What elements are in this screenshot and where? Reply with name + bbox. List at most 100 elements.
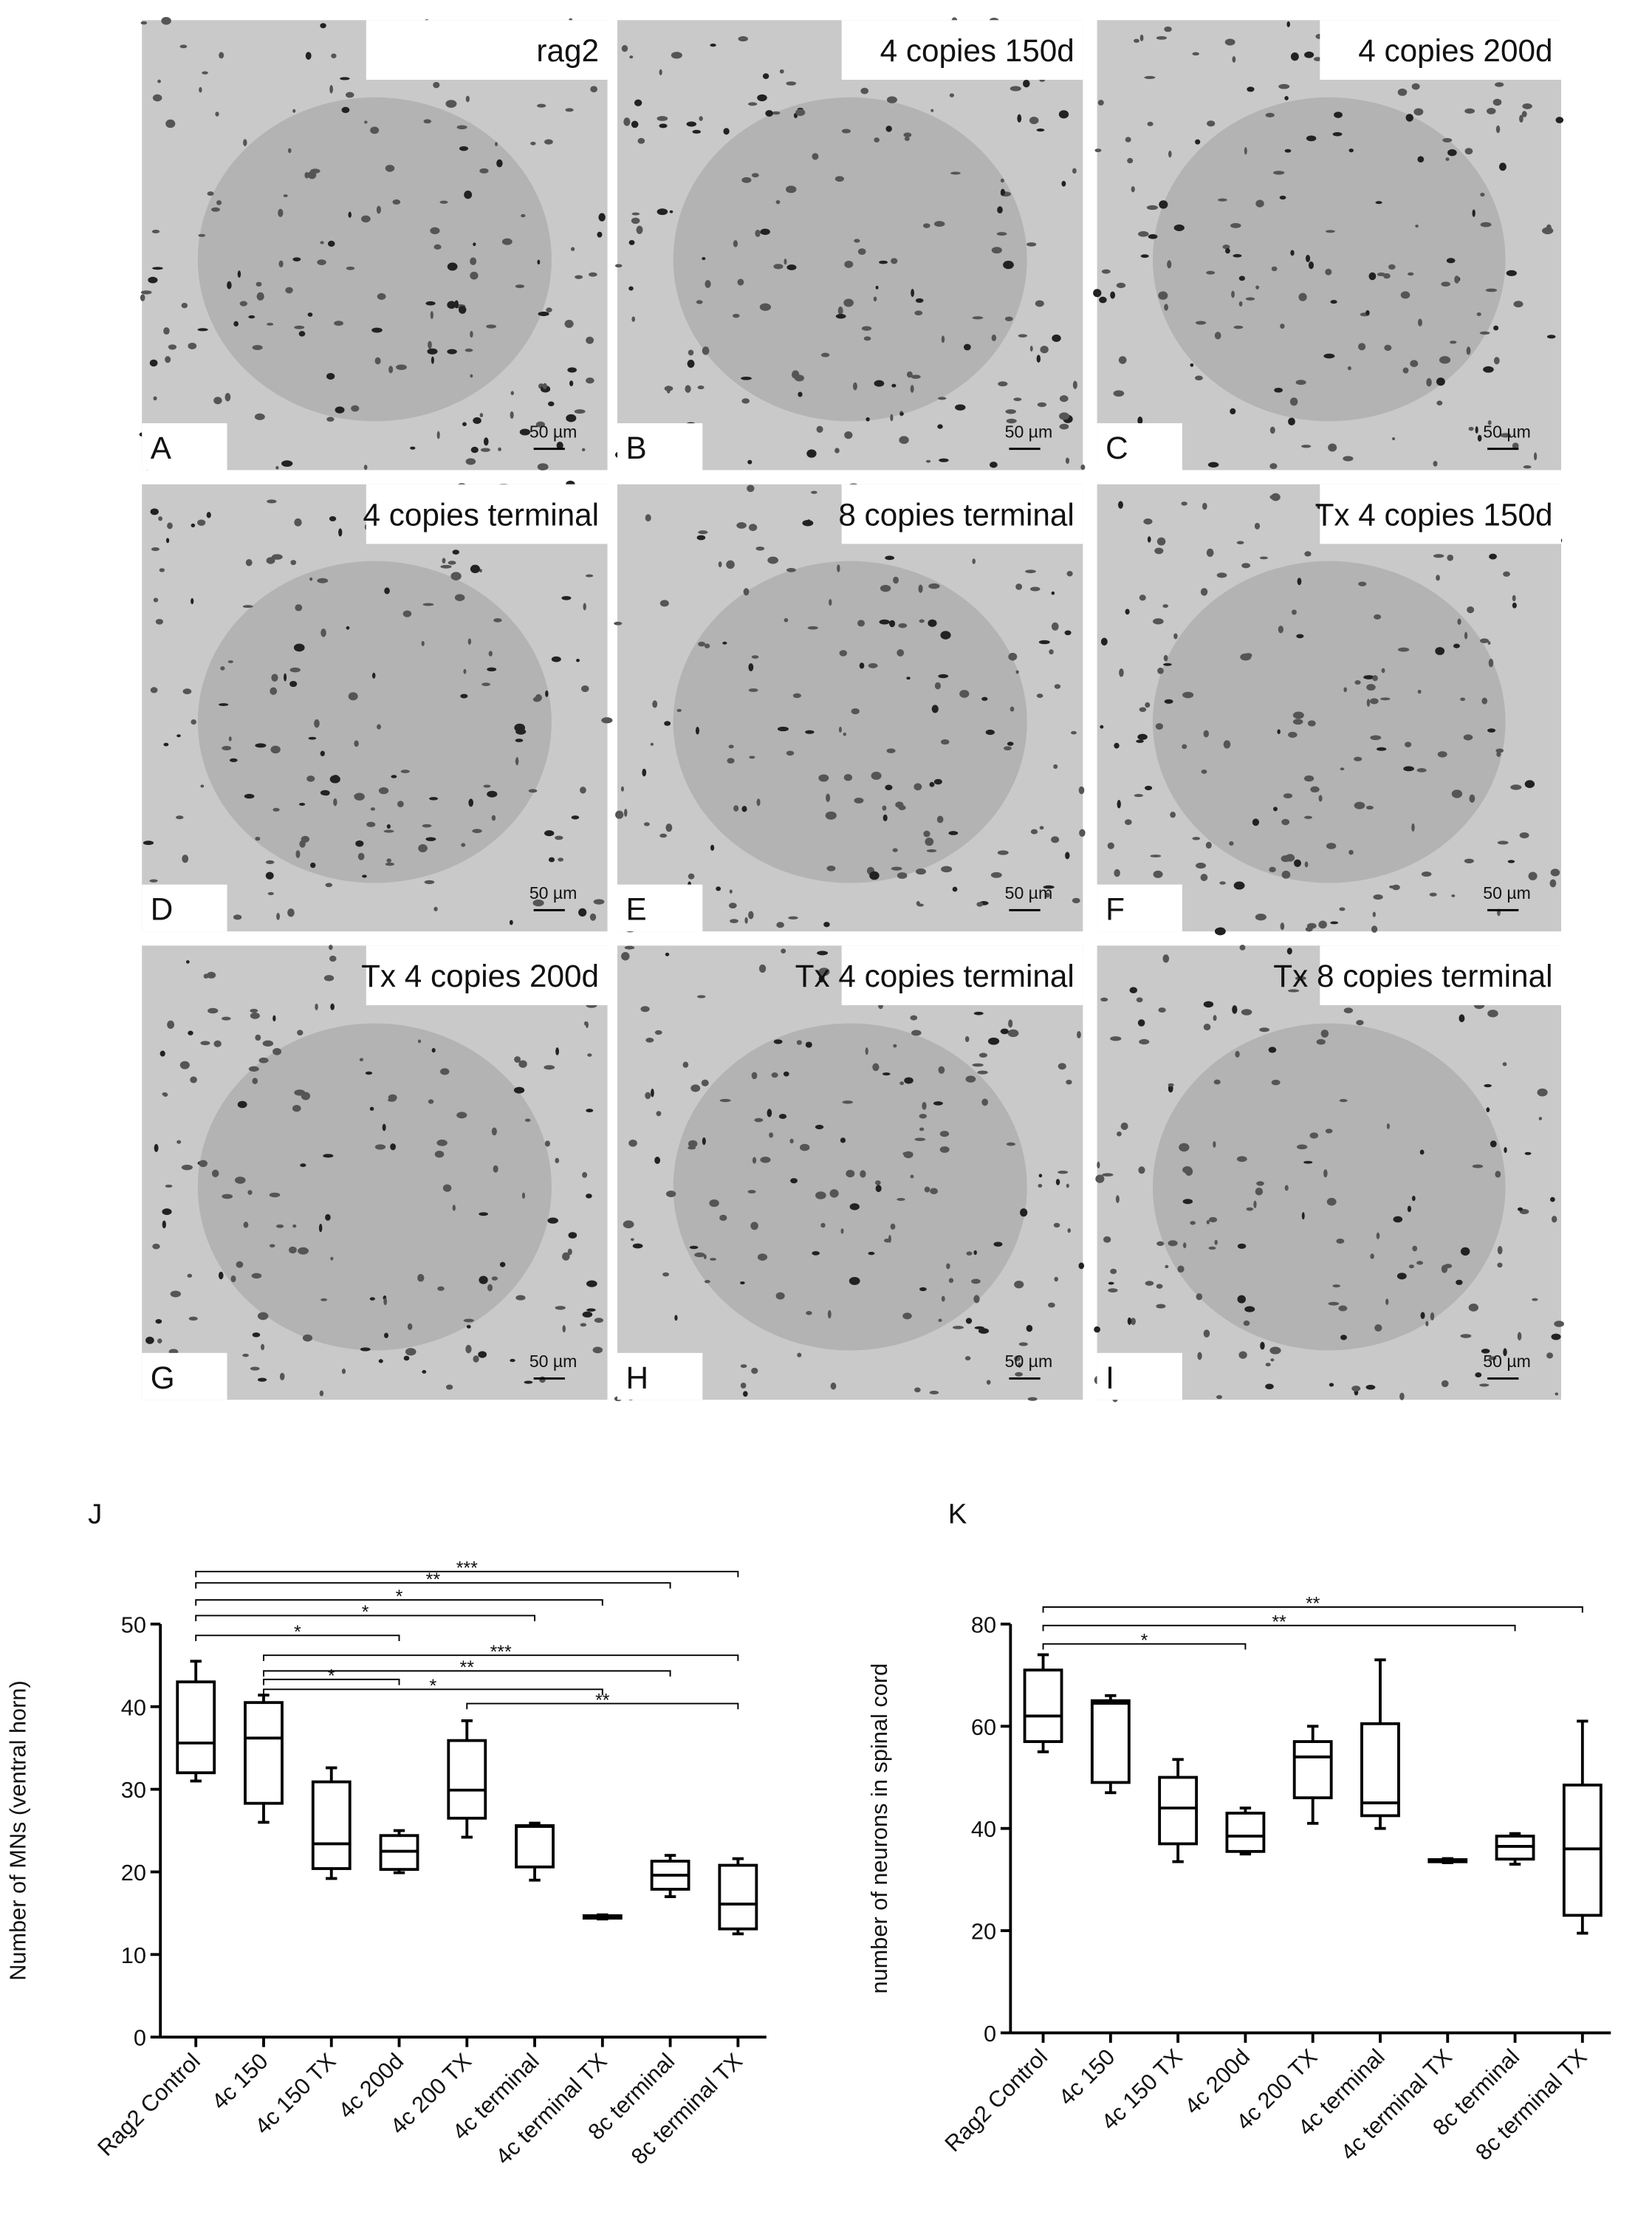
cell: [429, 797, 439, 801]
cell: [586, 377, 594, 384]
cell: [1010, 706, 1015, 712]
cell: [1405, 742, 1412, 747]
cell: [325, 883, 333, 888]
cell: [479, 168, 489, 174]
cell: [740, 1382, 747, 1389]
cell: [1139, 707, 1147, 712]
box: [176, 1680, 216, 1775]
cell: [651, 1089, 654, 1098]
cell: [182, 688, 192, 694]
cell: [593, 899, 605, 905]
cell: [829, 598, 832, 606]
cell: [899, 436, 909, 445]
cell: [857, 620, 866, 627]
cell: [941, 335, 945, 343]
cell: [494, 142, 498, 146]
cell: [587, 1053, 592, 1057]
micrograph: rag2 A 50 µm: [139, 16, 608, 470]
cell: [151, 230, 160, 233]
cell: [1036, 129, 1045, 132]
cell: [818, 974, 825, 983]
cell: [1173, 224, 1185, 231]
cell: [257, 1377, 267, 1382]
cell: [1479, 638, 1490, 643]
cell: [190, 1076, 197, 1083]
cell: [1165, 1264, 1169, 1269]
cell: [1441, 281, 1450, 287]
cell: [1417, 689, 1422, 694]
cell: [1373, 894, 1383, 900]
cell: [816, 425, 823, 433]
cell: [939, 1131, 950, 1137]
scale-label: 50 µm: [1005, 422, 1053, 441]
cell: [918, 584, 923, 593]
cell: [1523, 465, 1532, 469]
cell: [1371, 925, 1378, 933]
cell: [1129, 987, 1137, 993]
cell: [841, 129, 851, 134]
box: [447, 1739, 487, 1820]
cell: [188, 342, 197, 350]
cell: [1237, 1243, 1247, 1249]
cell: [143, 840, 154, 846]
cell: [1124, 819, 1132, 826]
cell: [914, 1137, 926, 1141]
cell: [1339, 1098, 1348, 1103]
cell: [216, 200, 222, 205]
cell: [433, 906, 438, 911]
cell: [1163, 662, 1172, 666]
cell: [645, 1038, 654, 1043]
cell: [1203, 730, 1210, 738]
cell: [1103, 1236, 1111, 1243]
cell: [545, 690, 549, 697]
cell: [904, 1077, 914, 1084]
cell: [637, 137, 645, 144]
cell: [1164, 26, 1172, 32]
cell: [1417, 156, 1425, 163]
cell: [445, 100, 457, 108]
cell: [659, 600, 669, 607]
cell: [1334, 112, 1343, 118]
cell: [914, 783, 922, 791]
cell: [547, 401, 555, 407]
cell: [924, 1186, 930, 1193]
cell: [473, 1355, 479, 1363]
significance-stars: **: [460, 1657, 475, 1678]
cell: [1156, 1284, 1163, 1289]
cell: [709, 1199, 719, 1208]
cell: [310, 862, 316, 869]
cell: [964, 1035, 970, 1042]
cell: [1035, 300, 1044, 307]
cell: [1512, 595, 1516, 602]
cell: [756, 798, 761, 807]
cell: [488, 651, 493, 657]
cell: [1500, 433, 1512, 438]
significance-stars: *: [430, 1676, 437, 1696]
cell: [1472, 209, 1476, 217]
cell: [1297, 578, 1302, 586]
cell: [1446, 258, 1456, 264]
cell: [854, 239, 860, 243]
cell: [582, 1311, 593, 1318]
scale-label: 50 µm: [529, 422, 577, 441]
cell: [538, 311, 549, 317]
cell: [463, 1318, 474, 1323]
cell: [292, 257, 301, 261]
cell: [456, 1112, 467, 1119]
cell: [465, 458, 476, 465]
cell: [759, 303, 771, 311]
cell: [1015, 583, 1023, 590]
cell: [1229, 840, 1234, 846]
cell: [1532, 1298, 1538, 1301]
cell: [659, 69, 662, 75]
cell: [1497, 1262, 1503, 1268]
cell: [294, 518, 302, 527]
cell: [1203, 1329, 1210, 1338]
cell: [698, 641, 706, 647]
cell: [631, 212, 640, 216]
cell: [812, 153, 819, 160]
cell: [925, 838, 934, 846]
cell: [1480, 192, 1485, 197]
cell: [140, 294, 145, 301]
cell: [276, 912, 280, 920]
